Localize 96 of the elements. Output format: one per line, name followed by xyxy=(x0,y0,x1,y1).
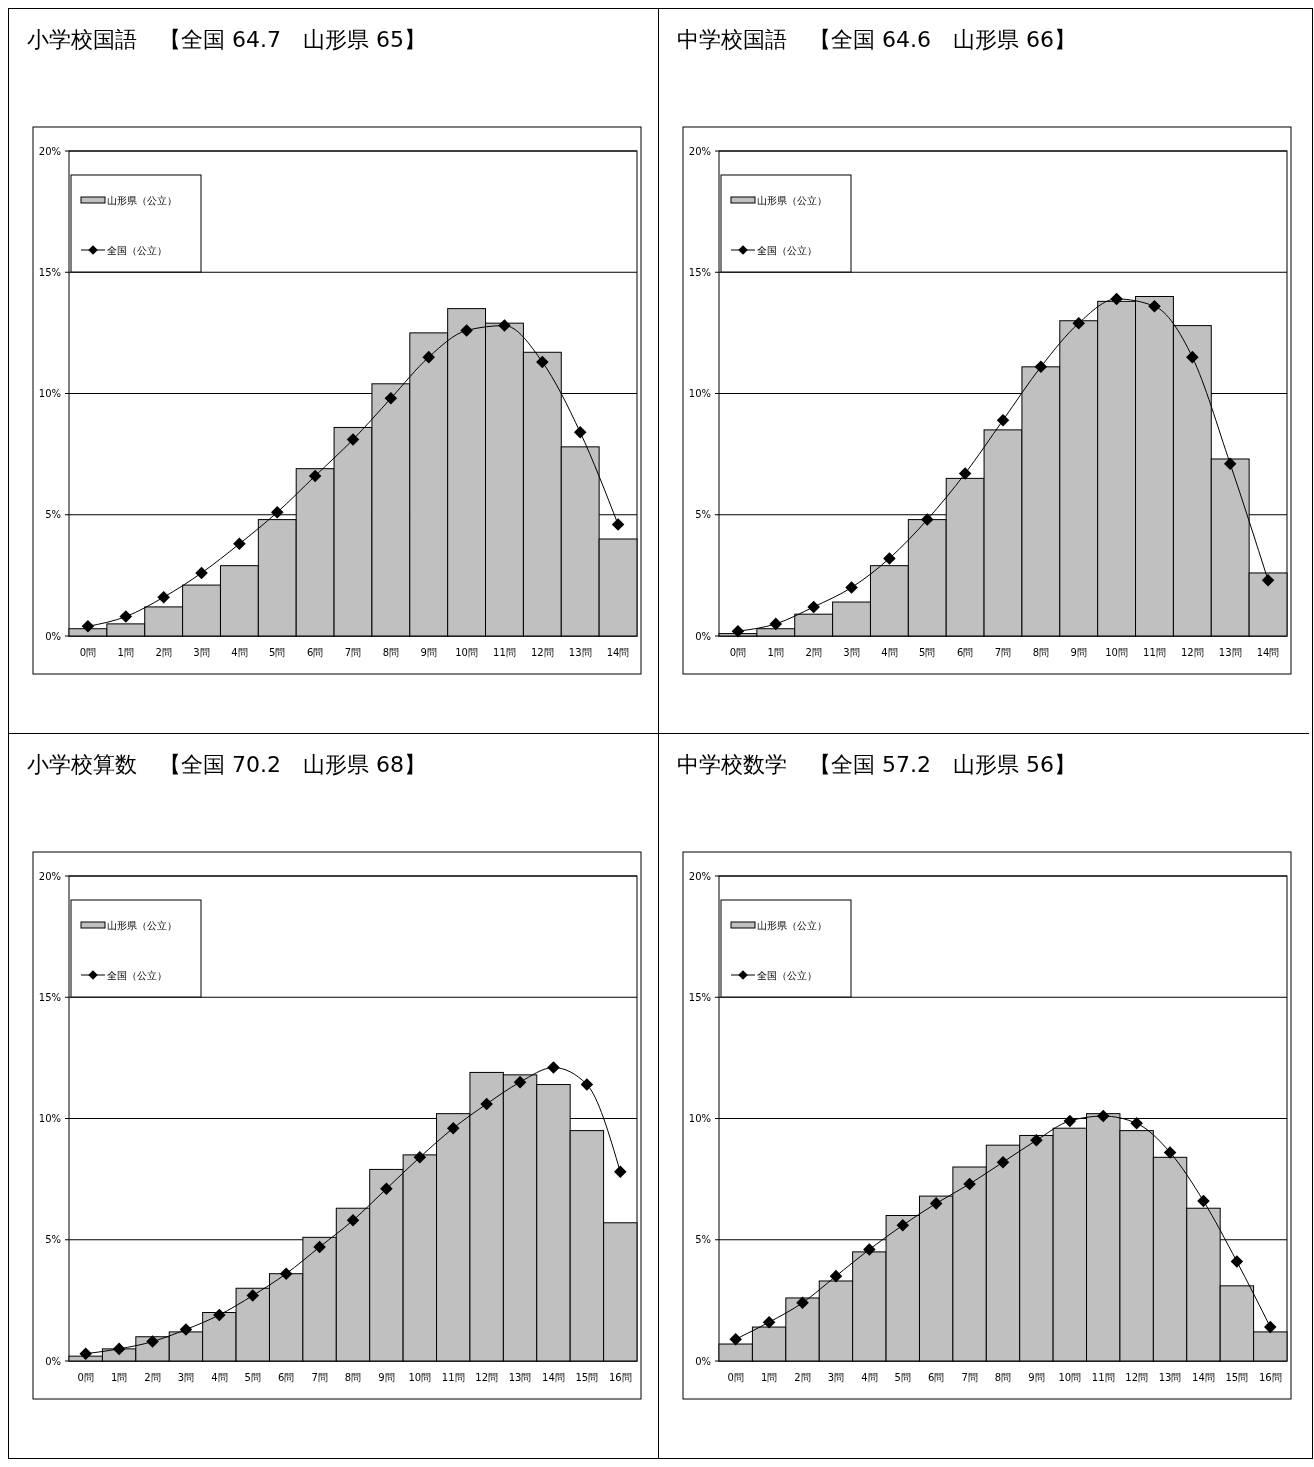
legend-label: 山形県（公立） xyxy=(757,194,827,206)
legend-label: 山形県（公立） xyxy=(757,919,827,931)
x-tick-label: 14問 xyxy=(542,1372,565,1383)
x-tick-label: 10問 xyxy=(1058,1372,1082,1383)
legend-label: 全国（公立） xyxy=(757,244,817,256)
x-tick-label: 5問 xyxy=(894,1372,911,1383)
x-tick-label: 3問 xyxy=(177,1372,195,1383)
y-tick-label: 5% xyxy=(695,509,711,521)
x-tick-label: 10問 xyxy=(408,1372,432,1383)
x-tick-label: 4問 xyxy=(211,1372,228,1383)
x-tick-label: 7問 xyxy=(344,647,362,658)
x-tick-label: 16問 xyxy=(1258,1372,1282,1383)
x-tick-label: 9問 xyxy=(1070,647,1087,658)
x-tick-label: 5問 xyxy=(269,647,286,658)
chart-title: 小学校算数 【全国 70.2 山形県 68】 xyxy=(27,752,426,777)
x-tick-label: 8問 xyxy=(344,1372,362,1383)
y-tick-label: 20% xyxy=(38,145,61,157)
x-tick-label: 11問 xyxy=(1091,1372,1115,1383)
x-tick-label: 6問 xyxy=(277,1372,295,1383)
x-tick-label: 2問 xyxy=(155,647,172,658)
x-tick-label: 1問 xyxy=(760,1372,778,1383)
chart-title: 中学校数学 【全国 57.2 山形県 56】 xyxy=(677,752,1076,777)
x-tick-label: 12問 xyxy=(530,647,554,658)
x-tick-label: 13問 xyxy=(1158,1372,1182,1383)
x-tick-label: 14問 xyxy=(1256,647,1280,658)
x-tick-label: 4問 xyxy=(881,647,898,658)
legend-label: 山形県（公立） xyxy=(107,194,177,206)
chart-title: 小学校国語 【全国 64.7 山形県 65】 xyxy=(27,27,426,52)
x-tick-label: 6問 xyxy=(956,647,974,658)
x-tick-label: 1問 xyxy=(767,647,784,658)
x-tick-label: 4問 xyxy=(231,647,248,658)
y-tick-label: 10% xyxy=(38,388,61,399)
y-tick-label: 0% xyxy=(45,630,61,642)
x-tick-label: 9問 xyxy=(420,647,437,658)
x-tick-label: 13問 xyxy=(508,1372,532,1383)
x-tick-label: 8問 xyxy=(994,1372,1012,1383)
y-tick-label: 15% xyxy=(38,991,61,1003)
x-tick-label: 5問 xyxy=(919,647,936,658)
x-tick-label: 11問 xyxy=(1143,647,1166,658)
y-tick-label: 5% xyxy=(45,1234,61,1246)
legend-label: 全国（公立） xyxy=(107,969,167,981)
x-tick-label: 0問 xyxy=(729,647,747,658)
y-tick-label: 20% xyxy=(688,870,711,882)
x-tick-label: 13問 xyxy=(1218,647,1242,658)
y-tick-label: 10% xyxy=(688,1113,711,1124)
y-tick-label: 10% xyxy=(38,1113,61,1124)
x-tick-label: 14問 xyxy=(606,647,630,658)
x-tick-label: 2問 xyxy=(794,1372,811,1383)
x-tick-label: 16問 xyxy=(608,1372,632,1383)
y-tick-label: 20% xyxy=(38,870,61,882)
x-tick-label: 12問 xyxy=(475,1372,499,1383)
y-tick-label: 5% xyxy=(45,509,61,521)
x-tick-label: 0問 xyxy=(79,647,97,658)
x-tick-label: 3問 xyxy=(843,647,860,658)
x-tick-label: 13問 xyxy=(568,647,592,658)
legend-label: 全国（公立） xyxy=(757,969,817,981)
x-tick-label: 9問 xyxy=(1028,1372,1045,1383)
x-tick-label: 9問 xyxy=(378,1372,395,1383)
x-tick-label: 2問 xyxy=(805,647,822,658)
x-tick-label: 12問 xyxy=(1180,647,1204,658)
x-tick-label: 12問 xyxy=(1125,1372,1149,1383)
x-tick-label: 14問 xyxy=(1192,1372,1215,1383)
x-tick-label: 11問 xyxy=(441,1372,465,1383)
x-tick-label: 3問 xyxy=(193,647,210,658)
y-tick-label: 15% xyxy=(688,266,711,278)
x-tick-label: 1問 xyxy=(110,1372,128,1383)
x-tick-label: 3問 xyxy=(827,1372,845,1383)
x-tick-label: 5問 xyxy=(244,1372,261,1383)
x-tick-label: 2問 xyxy=(144,1372,161,1383)
x-tick-label: 8問 xyxy=(1032,647,1050,658)
y-tick-label: 0% xyxy=(45,1355,61,1367)
x-tick-label: 0問 xyxy=(727,1372,744,1383)
x-tick-label: 1問 xyxy=(117,647,134,658)
x-tick-label: 6問 xyxy=(927,1372,945,1383)
y-tick-label: 0% xyxy=(695,1355,711,1367)
y-tick-label: 0% xyxy=(695,630,711,642)
x-tick-label: 10問 xyxy=(1105,647,1128,658)
x-tick-label: 7問 xyxy=(961,1372,978,1383)
x-tick-label: 15問 xyxy=(575,1372,599,1383)
y-tick-label: 15% xyxy=(688,991,711,1003)
chart-title: 中学校国語 【全国 64.6 山形県 66】 xyxy=(677,27,1076,52)
x-tick-label: 7問 xyxy=(311,1372,328,1383)
y-tick-label: 15% xyxy=(38,266,61,278)
x-tick-label: 6問 xyxy=(306,647,324,658)
x-tick-label: 0問 xyxy=(77,1372,94,1383)
x-tick-label: 10問 xyxy=(455,647,478,658)
y-tick-label: 10% xyxy=(688,388,711,399)
x-tick-label: 11問 xyxy=(493,647,516,658)
x-tick-label: 15問 xyxy=(1225,1372,1249,1383)
y-tick-label: 20% xyxy=(688,145,711,157)
x-tick-label: 7問 xyxy=(994,647,1012,658)
legend-label: 山形県（公立） xyxy=(107,919,177,931)
x-tick-label: 8問 xyxy=(382,647,400,658)
legend-label: 全国（公立） xyxy=(107,244,167,256)
y-tick-label: 5% xyxy=(695,1234,711,1246)
x-tick-label: 4問 xyxy=(861,1372,878,1383)
